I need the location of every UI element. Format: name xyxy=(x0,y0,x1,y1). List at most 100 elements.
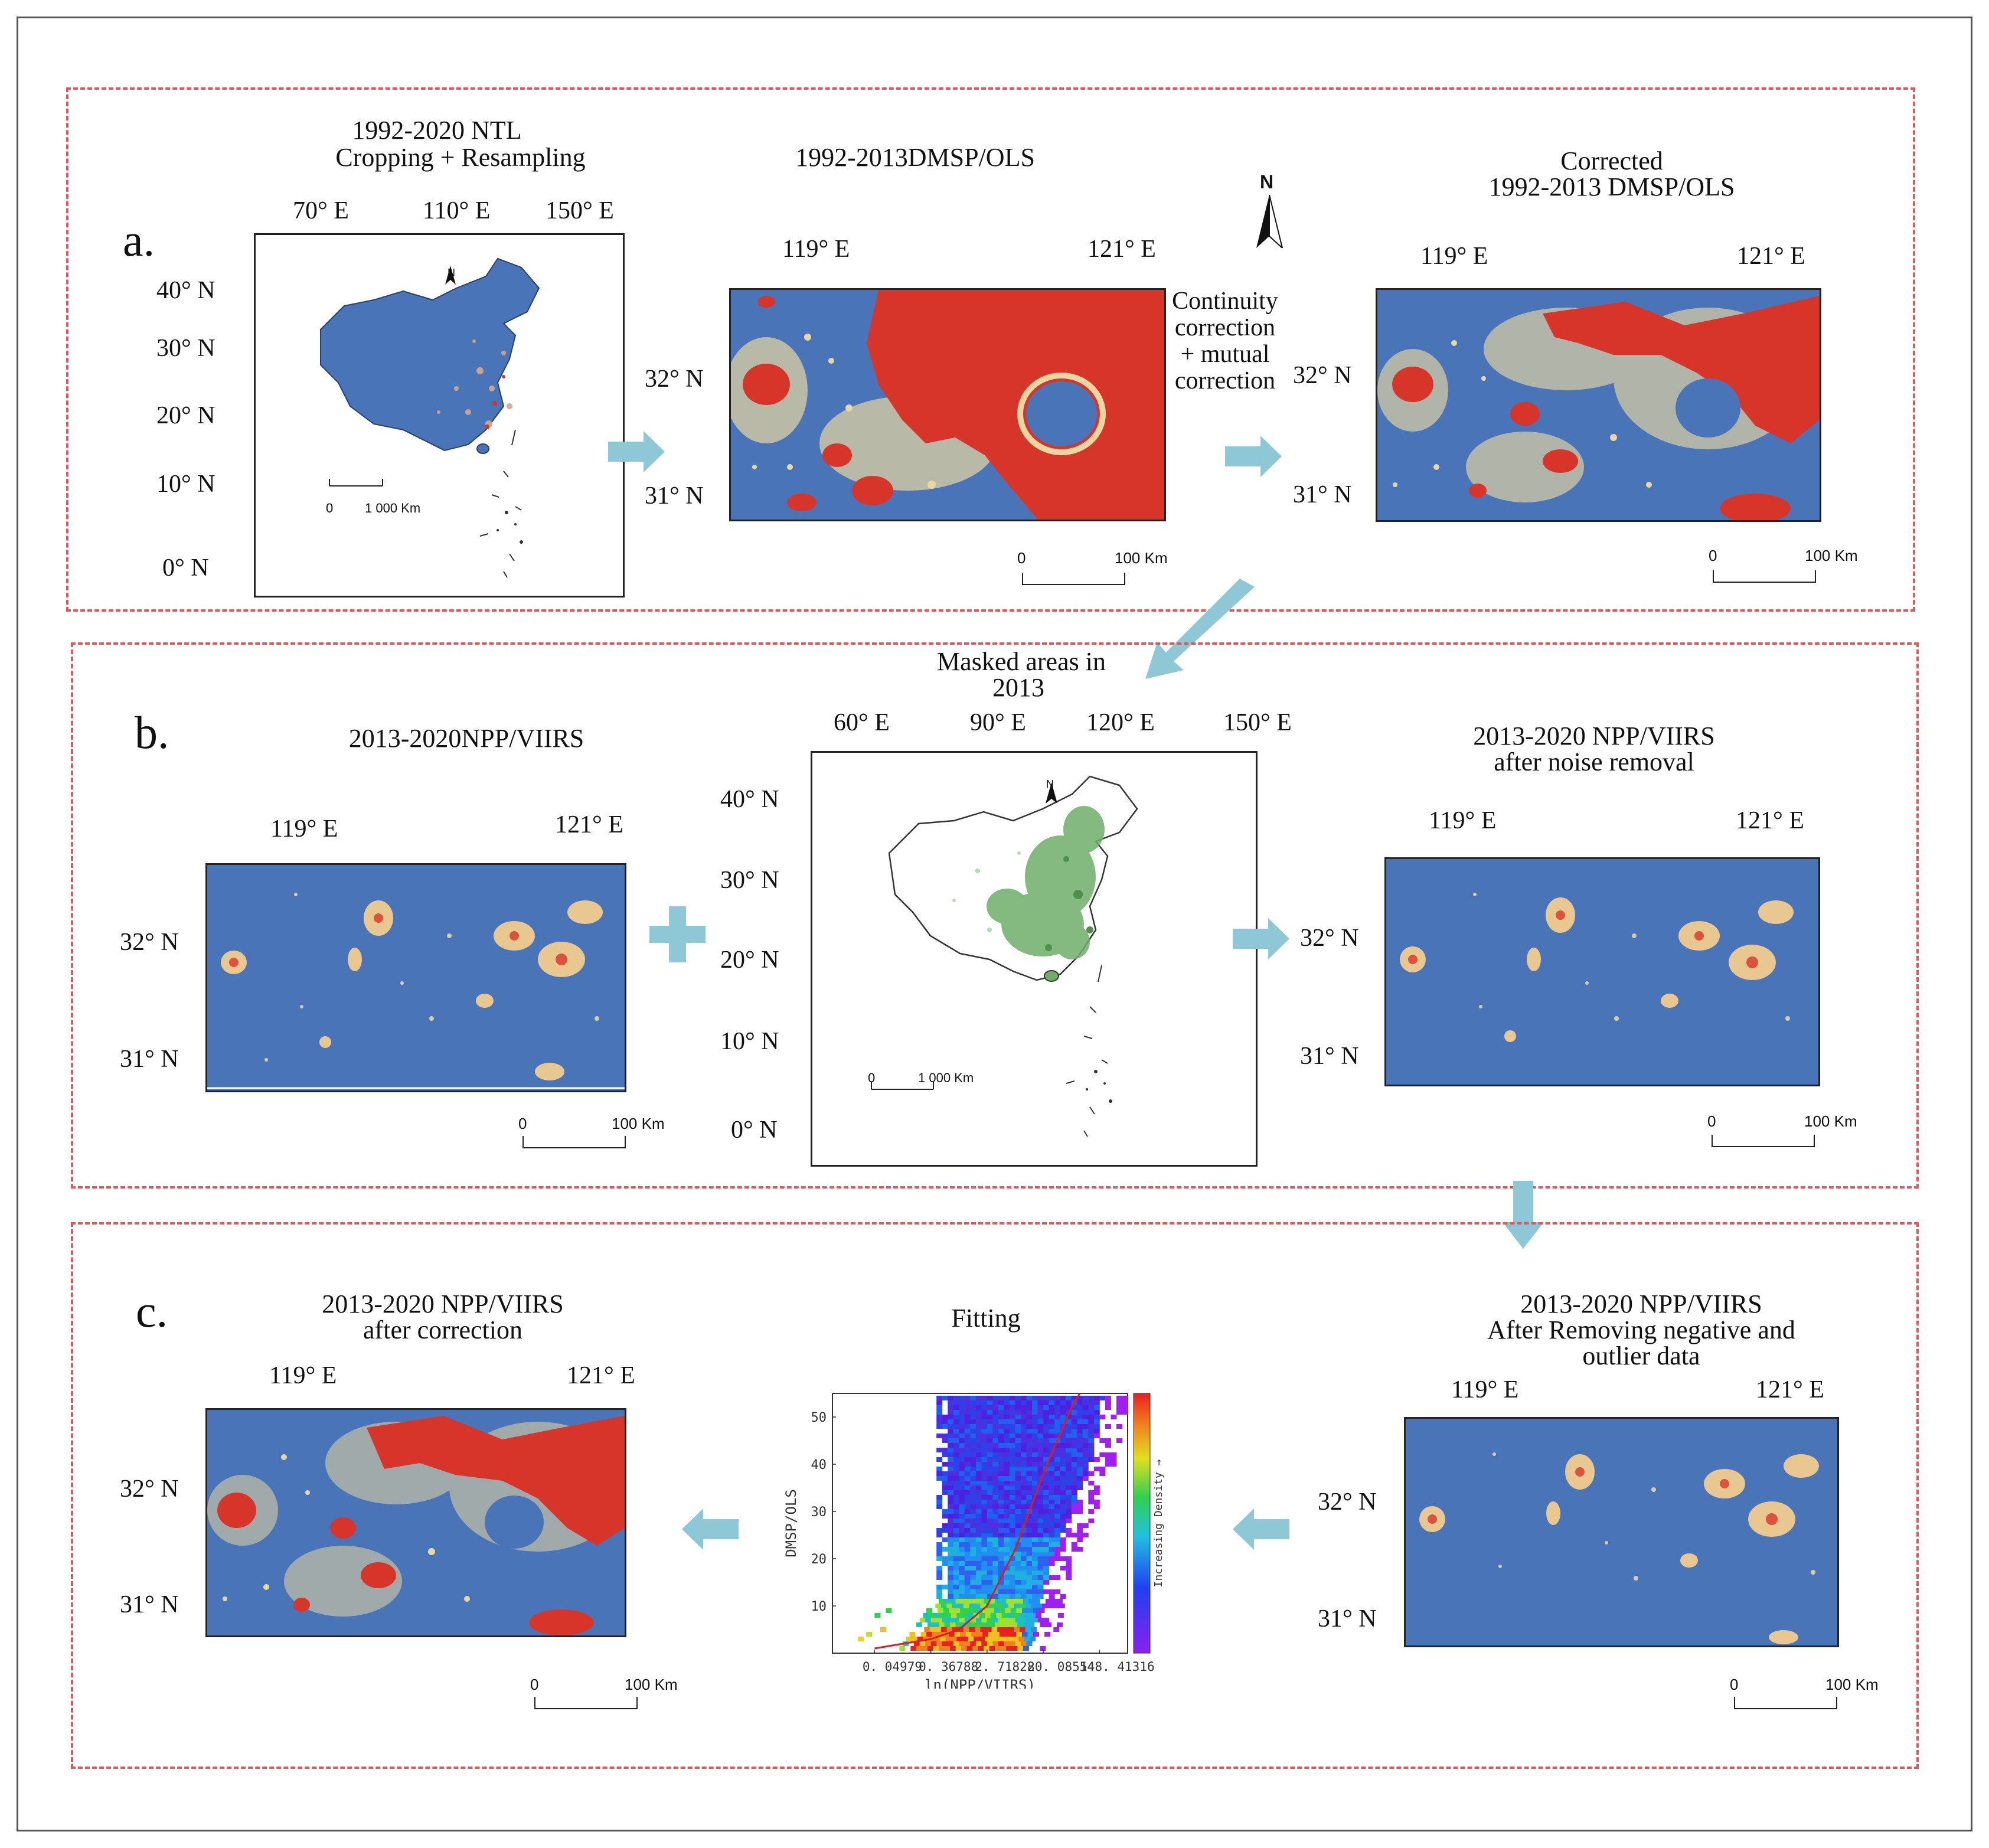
density-cell xyxy=(1010,1481,1015,1485)
ntl-china-map xyxy=(254,233,625,598)
density-cell xyxy=(987,1533,993,1537)
density-cell xyxy=(1015,1514,1021,1519)
density-cell xyxy=(992,1462,999,1467)
density-cell xyxy=(948,1519,954,1523)
density-cell xyxy=(995,1622,1001,1627)
density-cell xyxy=(970,1641,976,1646)
density-cell xyxy=(1105,1462,1111,1467)
density-cell xyxy=(976,1632,983,1637)
density-cell xyxy=(899,1646,906,1651)
density-cell xyxy=(1021,1400,1027,1405)
density-cell xyxy=(948,1571,954,1575)
density-cell xyxy=(998,1594,1004,1599)
density-cell xyxy=(1032,1561,1038,1566)
density-cell xyxy=(992,1504,999,1509)
density-cell xyxy=(964,1400,971,1405)
density-cell xyxy=(1060,1410,1066,1415)
density-cell xyxy=(1026,1400,1033,1405)
denoised-title-2: after noise removal xyxy=(1494,747,1694,776)
density-cell xyxy=(964,1443,971,1448)
density-cell xyxy=(1060,1452,1066,1457)
density-cell xyxy=(1037,1580,1044,1585)
density-cell xyxy=(1026,1462,1033,1467)
density-cell xyxy=(998,1585,1004,1589)
density-cell xyxy=(988,1608,994,1613)
density-cell xyxy=(962,1613,968,1618)
density-cell xyxy=(1015,1504,1021,1509)
density-cell xyxy=(1010,1405,1015,1410)
density-cell xyxy=(942,1485,948,1490)
density-cell xyxy=(936,1552,943,1556)
density-cell xyxy=(1043,1500,1050,1504)
density-cell xyxy=(1060,1490,1066,1495)
density-cell xyxy=(981,1405,988,1410)
c-corrected-title-1: 2013-2020 NPP/VIIRS xyxy=(322,1289,564,1318)
density-cell xyxy=(926,1608,933,1613)
density-cell xyxy=(959,1429,965,1434)
density-cell xyxy=(992,1419,999,1424)
density-cell xyxy=(981,1424,988,1429)
density-cell xyxy=(970,1448,976,1452)
density-cell xyxy=(1026,1396,1033,1400)
density-cell xyxy=(959,1452,965,1457)
density-cell xyxy=(1032,1448,1038,1452)
density-cell xyxy=(919,1641,926,1646)
density-cell xyxy=(998,1537,1004,1542)
density-cell xyxy=(1010,1471,1015,1476)
density-cell xyxy=(953,1594,959,1599)
density-cell xyxy=(953,1547,959,1552)
density-cell xyxy=(981,1410,988,1415)
density-cell xyxy=(992,1533,999,1537)
x-axis-label: ln(NPP/VIIRS) xyxy=(925,1677,1036,1689)
density-cell xyxy=(1021,1471,1027,1476)
density-cell xyxy=(987,1537,993,1542)
density-cell xyxy=(964,1457,971,1462)
density-cell xyxy=(1045,1622,1051,1627)
density-cell xyxy=(975,1589,982,1594)
density-cell xyxy=(1004,1618,1010,1622)
density-cell xyxy=(1026,1448,1033,1452)
density-cell xyxy=(970,1618,976,1622)
density-cell xyxy=(990,1613,997,1618)
density-cell xyxy=(1010,1533,1015,1537)
density-cell xyxy=(959,1542,965,1547)
x-tick-label: 0. 04979 xyxy=(863,1660,922,1674)
density-cell xyxy=(1026,1542,1033,1547)
density-cell xyxy=(992,1519,999,1523)
density-cell xyxy=(987,1457,993,1462)
density-cell xyxy=(1066,1509,1072,1514)
density-cell xyxy=(936,1585,943,1589)
density-cell xyxy=(956,1613,963,1618)
removed-lon-tick-2: 121° E xyxy=(1756,1376,1824,1403)
ntl-lat-tick-5: 0° N xyxy=(162,554,209,582)
density-cell xyxy=(1054,1434,1061,1438)
density-cell xyxy=(955,1622,962,1627)
density-cell xyxy=(975,1561,982,1566)
density-cell xyxy=(1004,1571,1010,1575)
density-cell xyxy=(975,1429,982,1434)
density-cell xyxy=(1057,1613,1064,1618)
density-cell xyxy=(959,1438,965,1443)
density-cell xyxy=(1015,1566,1021,1571)
density-cell xyxy=(954,1632,961,1637)
density-cell xyxy=(981,1514,988,1519)
density-cell xyxy=(1015,1490,1021,1495)
density-cell xyxy=(946,1604,953,1608)
density-cell xyxy=(959,1594,965,1599)
density-cell xyxy=(1037,1429,1044,1434)
density-cell xyxy=(953,1495,959,1500)
density-cell xyxy=(953,1471,959,1476)
density-cell xyxy=(1032,1528,1038,1533)
density-cell xyxy=(953,1462,959,1467)
density-cell xyxy=(970,1514,976,1519)
density-cell xyxy=(992,1424,999,1429)
density-cell xyxy=(948,1443,954,1448)
density-cell xyxy=(959,1457,965,1462)
density-cell xyxy=(959,1575,965,1580)
removed-scale-zero: 0 xyxy=(1730,1676,1739,1693)
density-cell xyxy=(932,1632,938,1637)
density-cell xyxy=(1071,1476,1077,1481)
density-cell xyxy=(936,1641,943,1646)
density-cell xyxy=(964,1471,971,1476)
density-cell xyxy=(1015,1448,1021,1452)
